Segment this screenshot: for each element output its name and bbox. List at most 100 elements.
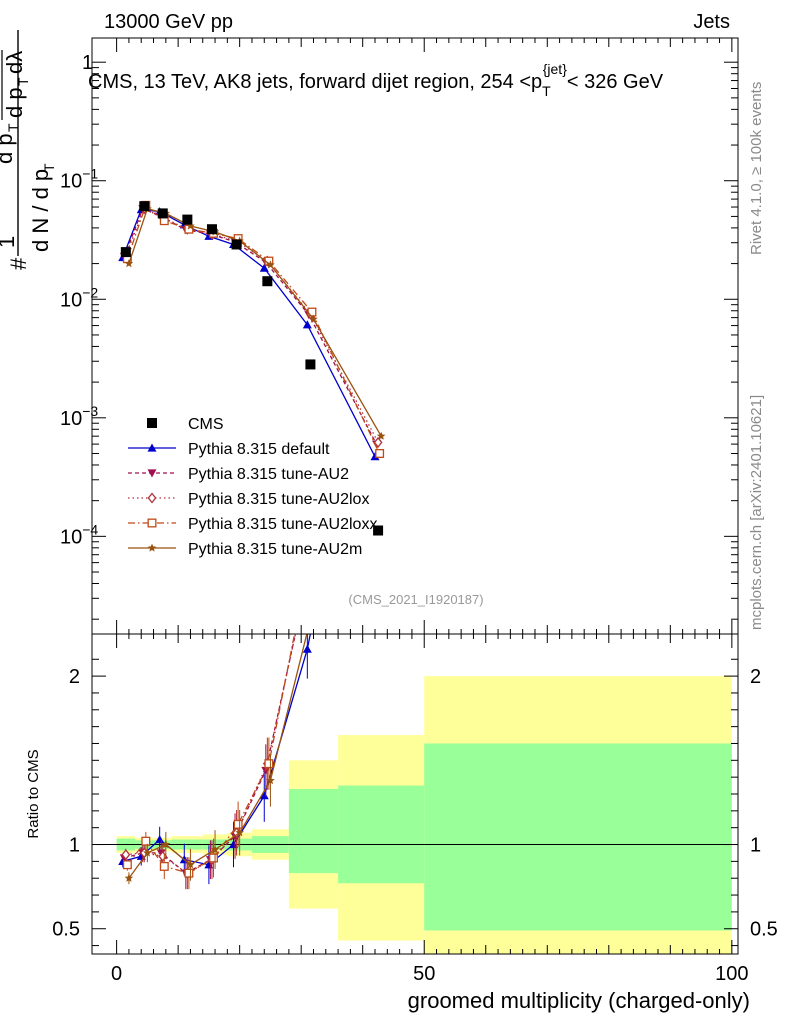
cms-data-point: [206, 224, 217, 235]
y-tick-label: 10−3: [60, 403, 98, 430]
cms-data-point: [231, 239, 242, 250]
y-tick-label: 10−2: [60, 284, 98, 311]
legend-label: Pythia 8.315 default: [188, 441, 330, 458]
ratio-uncertainty-bands: [116, 676, 732, 954]
legend-marker: [147, 469, 157, 478]
ratio-stat-band: [338, 785, 425, 884]
series-point-3: [375, 449, 385, 458]
ratio-point-4: [210, 845, 220, 854]
ratio-point-3: [376, 258, 384, 266]
ratio-point-3: [122, 860, 132, 870]
svg-text:dλ: dλ: [2, 51, 27, 74]
series-point-2: [373, 436, 383, 448]
legend-marker: [147, 492, 157, 504]
legend-item: Pythia 8.315 tune-AU2m: [128, 541, 362, 558]
y-tick-label: 10−1: [60, 166, 98, 193]
ratio-point-0: [259, 791, 269, 800]
ratio-panel: 0.5 0.5 1 1 2 2 0 50 100: [52, 38, 778, 985]
ratio-y-tick-label: 2: [750, 666, 761, 688]
ratio-y-tick-label: 0.5: [52, 919, 80, 941]
ratio-y-tick-label: 0.5: [750, 919, 778, 941]
ratio-point-0: [155, 834, 165, 844]
cms-data-point: [157, 208, 168, 219]
legend-marker: [147, 543, 157, 552]
legend-item: Pythia 8.315 tune-AU2lox: [128, 491, 369, 508]
ratio-stat-band: [424, 743, 732, 931]
cms-data-point: [182, 214, 193, 225]
legend-label: Pythia 8.315 tune-AU2m: [188, 541, 362, 558]
svg-text:d N / d p: d N / d p: [28, 169, 53, 252]
ratio-y-tick-label: 1: [750, 835, 761, 857]
x-tick-label: 50: [413, 963, 435, 985]
ratio-point-1: [261, 766, 271, 775]
source-label: mcplots.cern.ch [arXiv:2401.10621]: [748, 395, 765, 630]
ratio-point-4: [124, 873, 134, 882]
x-tick-label: 100: [715, 963, 748, 985]
series-point-4: [186, 221, 195, 230]
svg-text:#: #: [6, 257, 31, 270]
ratio-y-axis: 0.5 0.5 1 1 2 2: [52, 658, 778, 947]
legend-marker: [147, 518, 157, 528]
cms-data-point: [305, 359, 316, 370]
series-line-2: [125, 207, 379, 443]
category-label: Jets: [693, 11, 730, 33]
svg-text:T: T: [41, 163, 57, 172]
series-line-3: [126, 204, 381, 454]
legend: CMS Pythia 8.315 default Pythia 8.315 tune…: [128, 416, 377, 558]
ratio-point-1: [372, 107, 381, 115]
ratio-y-axis-label: Ratio to CMS: [25, 749, 42, 838]
ratio-stat-band: [288, 788, 339, 874]
series-point-4: [124, 259, 134, 268]
ratio-y-tick-label: 1: [69, 835, 80, 857]
legend-marker: [147, 418, 157, 428]
ratio-line-3: [126, 634, 296, 874]
ratio-point-0: [371, 301, 380, 309]
series-point-4: [266, 260, 275, 269]
main-y-axis-label: # 1 d N / d p T # d p T d 2 N d p T dλ: [0, 30, 57, 270]
main-panel: 1 10−1 10−2 10−3 10−4: [60, 37, 739, 635]
collision-label: 13000 GeV pp: [104, 11, 233, 33]
ratio-line-1: [124, 634, 297, 874]
svg-text:d p: d p: [2, 87, 27, 118]
x-tick-label: 0: [111, 963, 122, 985]
ratio-point-3: [184, 868, 194, 878]
svg-text:T: T: [15, 77, 31, 86]
series-point-4: [376, 431, 386, 440]
ratio-point-0: [229, 840, 239, 849]
rivet-version-label: Rivet 4.1.0, ≥ 100k events: [748, 82, 765, 255]
main-series-group: [118, 200, 386, 461]
ratio-point-3: [141, 836, 151, 846]
svg-text:1: 1: [0, 236, 19, 248]
series-point-0: [259, 263, 269, 272]
legend-label: CMS: [188, 416, 224, 433]
series-line-4: [128, 208, 382, 437]
series-line-1: [123, 207, 378, 445]
series-point-0: [302, 320, 312, 329]
ratio-point-2: [121, 849, 131, 861]
main-panel-marks: [118, 200, 386, 536]
y-tick-label: 10−4: [60, 521, 98, 548]
ratio-series-group: [118, 107, 384, 890]
ratio-y-tick-label: 2: [69, 666, 80, 688]
ratio-panel-marks: [118, 107, 384, 890]
svg-text:#: #: [0, 147, 3, 160]
ratio-point-0: [204, 860, 214, 869]
ratio-point-4: [309, 603, 318, 611]
svg-text:T: T: [5, 123, 21, 132]
ratio-point-3: [159, 861, 169, 871]
analysis-id: (CMS_2021_I1920187): [348, 592, 483, 607]
legend-label: Pythia 8.315 tune-AU2loxx: [188, 516, 377, 533]
legend-label: Pythia 8.315 tune-AU2: [188, 466, 349, 483]
x-axis-label: groomed multiplicity (charged-only): [408, 988, 750, 1013]
ratio-point-1: [304, 568, 313, 576]
ratio-point-3: [233, 819, 243, 829]
ratio-point-3: [209, 853, 218, 863]
legend-marker: [147, 443, 157, 452]
ratio-point-4: [161, 840, 171, 849]
ratio-point-4: [266, 776, 275, 785]
cms-data-point: [262, 276, 273, 287]
legend-item: Pythia 8.315 tune-AU2: [128, 466, 349, 483]
series-point-4: [309, 314, 318, 323]
legend-label: Pythia 8.315 tune-AU2lox: [188, 491, 369, 508]
